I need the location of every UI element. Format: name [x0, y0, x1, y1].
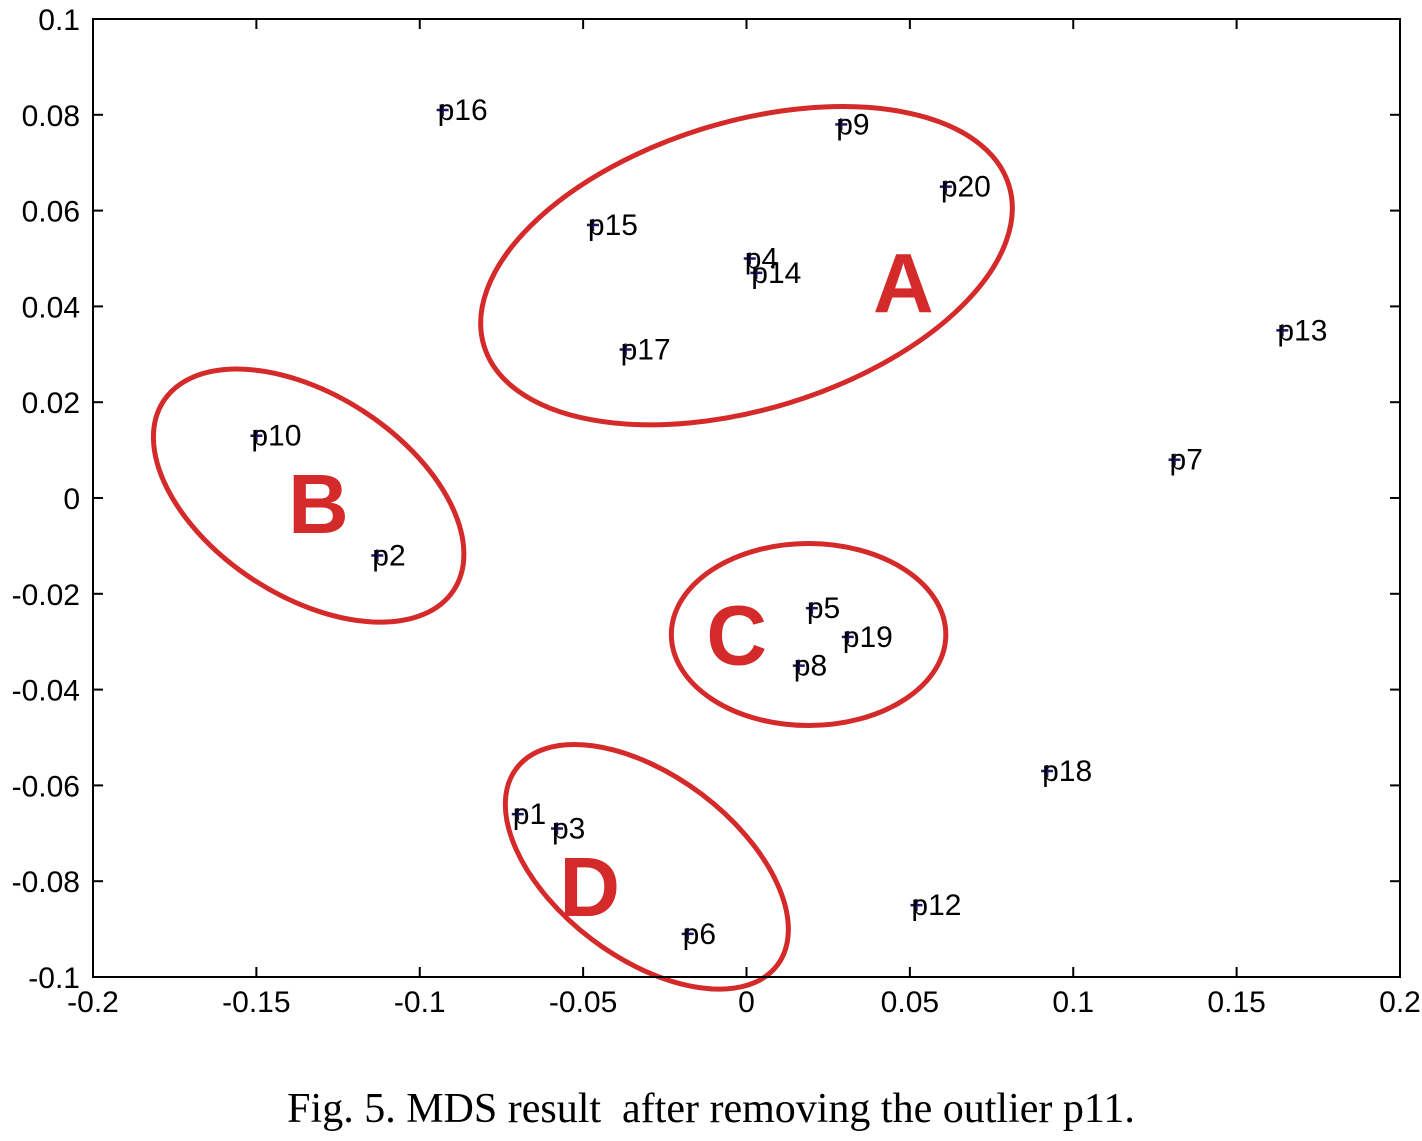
point-label: p6	[683, 918, 716, 951]
data-point-p10: p10	[250, 420, 301, 453]
point-label: p16	[438, 94, 488, 127]
x-tick-label: 0.15	[1207, 986, 1265, 1019]
point-label: p20	[941, 171, 991, 204]
x-tick-label: 0.05	[881, 986, 939, 1019]
cluster-label-a: A	[873, 236, 934, 330]
point-label: p13	[1277, 314, 1327, 347]
point-label: p19	[843, 621, 893, 654]
data-point-p12: p12	[910, 889, 961, 922]
data-points: p16p9p20p15p4p14p17p13p10p7p2p5p19p8p18p…	[250, 94, 1327, 951]
y-tick-label: 0.06	[22, 196, 80, 229]
y-tick-label: 0.08	[22, 100, 80, 133]
y-tick-label: 0.1	[38, 4, 80, 37]
cluster-ellipse-d	[462, 696, 832, 1038]
data-point-p7: p7	[1169, 444, 1203, 477]
data-point-p9: p9	[835, 108, 869, 141]
cluster-label-b: B	[288, 457, 349, 551]
data-point-p20: p20	[940, 171, 991, 204]
x-tick-label: 0.1	[1052, 986, 1094, 1019]
x-tick-label: 0.2	[1379, 986, 1421, 1019]
y-tick-label: 0.02	[22, 387, 80, 420]
data-point-p14: p14	[750, 257, 801, 290]
point-label: p8	[794, 650, 827, 683]
x-tick-label: 0	[738, 986, 755, 1019]
y-tick-label: -0.06	[12, 770, 80, 803]
point-label: p14	[751, 257, 801, 290]
data-point-p17: p17	[620, 334, 671, 367]
data-point-p13: p13	[1276, 314, 1327, 347]
cluster-ellipses: A B C D	[109, 48, 1051, 1038]
figure-caption: Fig. 5. MDS result after removing the ou…	[0, 1085, 1422, 1133]
data-point-p3: p3	[551, 813, 585, 846]
y-tick-label: -0.08	[12, 866, 80, 899]
point-label: p15	[588, 209, 638, 242]
data-point-p8: p8	[793, 650, 827, 683]
cluster-label-c: C	[706, 589, 767, 683]
y-tick-label: -0.04	[12, 675, 80, 708]
y-tick-label: 0.04	[22, 291, 80, 324]
point-label: p18	[1042, 755, 1092, 788]
y-tick-label: 0	[63, 483, 80, 516]
data-point-p1: p1	[512, 798, 546, 831]
point-label: p10	[251, 420, 301, 453]
data-point-p2: p2	[371, 539, 405, 572]
x-tick-label: -0.05	[549, 986, 617, 1019]
point-label: p9	[836, 108, 869, 141]
x-tick-label: -0.1	[394, 986, 446, 1019]
axes: -0.2-0.15-0.1-0.0500.050.10.150.20.10.08…	[12, 4, 1421, 1019]
scatter-plot: ABCD -0.2-0.15-0.1-0.0500.050.10.150.20.…	[0, 0, 1422, 1070]
data-point-p19: p19	[842, 621, 893, 654]
data-point-p16: p16	[437, 94, 488, 127]
y-tick-label: -0.1	[28, 962, 80, 995]
point-label: p3	[552, 813, 585, 846]
point-label: p5	[807, 592, 840, 625]
point-label: p2	[372, 539, 405, 572]
point-label: p7	[1170, 444, 1203, 477]
cluster-label-d: D	[559, 840, 620, 934]
x-tick-label: -0.15	[222, 986, 290, 1019]
point-label: p12	[911, 889, 961, 922]
point-label: p17	[621, 334, 671, 367]
data-point-p18: p18	[1041, 755, 1092, 788]
data-point-p5: p5	[806, 592, 840, 625]
point-label: p1	[513, 798, 546, 831]
data-point-p15: p15	[587, 209, 638, 242]
y-tick-label: -0.02	[12, 579, 80, 612]
data-point-p6: p6	[682, 918, 716, 951]
